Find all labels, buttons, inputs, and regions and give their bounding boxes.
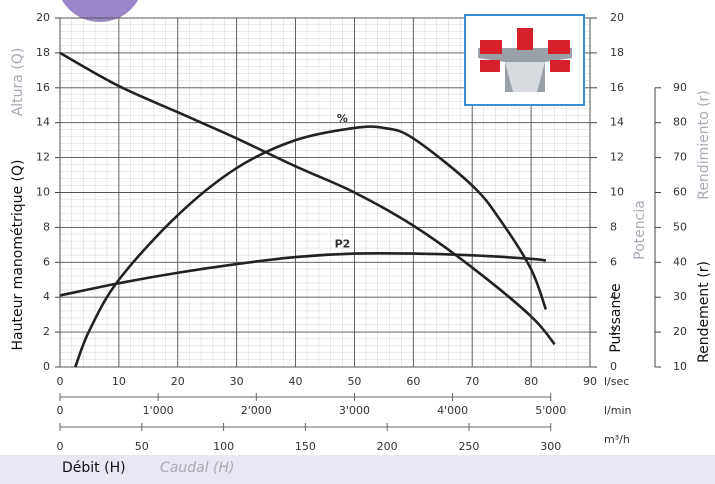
x2-tick-label: 4'000	[437, 404, 468, 417]
x-tick-label: 80	[524, 375, 538, 388]
y2-tick-label: 4	[610, 290, 617, 303]
x-tick-label: 20	[171, 375, 185, 388]
impeller-vane	[480, 60, 500, 72]
x3-tick-label: 200	[377, 440, 398, 453]
y-tick-label: 16	[36, 81, 50, 94]
y2-tick-label: 12	[610, 151, 624, 164]
y-axis-title-es: Altura (Q)	[10, 48, 26, 117]
y2-tick-label: 18	[610, 46, 624, 59]
y3-tick-label: 40	[673, 255, 687, 268]
y-tick-label: 18	[36, 46, 50, 59]
x-tick-label: 30	[230, 375, 244, 388]
y-tick-label: 6	[43, 255, 50, 268]
impeller-vane	[550, 60, 570, 72]
x2-tick-label: 1'000	[143, 404, 174, 417]
impeller-vane	[548, 40, 570, 54]
footer-band	[0, 455, 715, 484]
impeller-hub	[505, 62, 545, 92]
x-unit: l/sec	[604, 375, 629, 388]
series-label: %	[337, 112, 348, 125]
y3-tick-label: 30	[673, 290, 687, 303]
y2-tick-label: 10	[610, 186, 624, 199]
x2-tick-label: 0	[57, 404, 64, 417]
y3-tick-label: 90	[673, 81, 687, 94]
impeller-eye	[517, 28, 533, 50]
x-tick-label: 90	[583, 375, 597, 388]
series-line	[74, 125, 548, 368]
y3-tick-label: 70	[673, 151, 687, 164]
impeller-vane	[480, 40, 502, 54]
x-tick-label: 70	[465, 375, 479, 388]
y3-tick-label: 20	[673, 325, 687, 338]
y3-tick-label: 60	[673, 186, 687, 199]
y3-tick-label: 50	[673, 220, 687, 233]
x2-tick-label: 2'000	[241, 404, 272, 417]
y3-axis-title: Rendement (r)	[696, 261, 712, 363]
y-tick-label: 12	[36, 151, 50, 164]
y3-tick-label: 10	[673, 360, 687, 373]
y-tick-label: 2	[43, 325, 50, 338]
x-tick-label: 50	[347, 375, 361, 388]
x2-unit: l/min	[604, 404, 632, 417]
series-line	[59, 251, 547, 297]
x3-unit: m³/h	[604, 433, 630, 446]
y2-tick-label: 20	[610, 11, 624, 24]
x-axis-title-es: Caudal (H)	[160, 460, 234, 476]
x3-tick-label: 0	[57, 440, 64, 453]
y-tick-label: 14	[36, 116, 50, 129]
badge	[61, 0, 139, 22]
y2-axis-title: Puissance	[608, 283, 624, 352]
x2-tick-label: 3'000	[339, 404, 370, 417]
y2-tick-label: 16	[610, 81, 624, 94]
y-tick-label: 0	[43, 360, 50, 373]
impeller-image	[464, 14, 585, 106]
y3-tick-label: 80	[673, 116, 687, 129]
x-axis-title: Débit (H)	[62, 460, 126, 476]
y-axis-title: Hauteur manométrique (Q)	[10, 160, 26, 351]
y-tick-label: 20	[36, 11, 50, 24]
x3-tick-label: 250	[458, 440, 479, 453]
x3-tick-label: 50	[135, 440, 149, 453]
series-label: P2	[335, 238, 351, 251]
y2-tick-label: 14	[610, 116, 624, 129]
y2-axis-title-es: Potencia	[632, 200, 648, 260]
y-tick-label: 10	[36, 186, 50, 199]
x3-tick-label: 150	[295, 440, 316, 453]
series-line	[59, 51, 556, 346]
x2-tick-label: 5'000	[535, 404, 566, 417]
x3-tick-label: 100	[213, 440, 234, 453]
y2-tick-label: 8	[610, 220, 617, 233]
x-tick-label: 0	[57, 375, 64, 388]
x-tick-label: 40	[289, 375, 303, 388]
y2-tick-label: 0	[610, 360, 617, 373]
y2-tick-label: 6	[610, 255, 617, 268]
x-tick-label: 10	[112, 375, 126, 388]
y-tick-label: 8	[43, 220, 50, 233]
y3-axis-title-es: Rendimiento (r)	[696, 90, 712, 200]
x3-tick-label: 300	[540, 440, 561, 453]
y2-tick-label: 2	[610, 325, 617, 338]
y-tick-label: 4	[43, 290, 50, 303]
x-tick-label: 60	[406, 375, 420, 388]
